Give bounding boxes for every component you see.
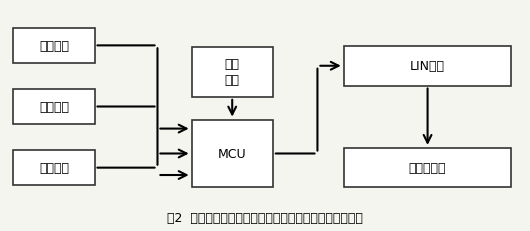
Text: 复位电路: 复位电路 <box>39 161 69 174</box>
Bar <box>191 48 273 97</box>
Bar <box>343 148 511 188</box>
Text: MCU: MCU <box>218 147 246 160</box>
Bar <box>13 29 94 64</box>
Bar <box>13 150 94 185</box>
Bar <box>13 90 94 125</box>
Text: 空调控制器: 空调控制器 <box>409 161 446 174</box>
Bar <box>191 120 273 188</box>
Text: 按键电路: 按键电路 <box>39 40 69 53</box>
Text: 风量旋钮: 风量旋钮 <box>39 100 69 113</box>
Text: 电源
模块: 电源 模块 <box>225 58 240 87</box>
Bar <box>343 47 511 86</box>
Text: 图2  前空调控制面板到空调控制器电路原理示意框成之路: 图2 前空调控制面板到空调控制器电路原理示意框成之路 <box>167 211 363 224</box>
Text: LIN芯片: LIN芯片 <box>410 60 445 73</box>
